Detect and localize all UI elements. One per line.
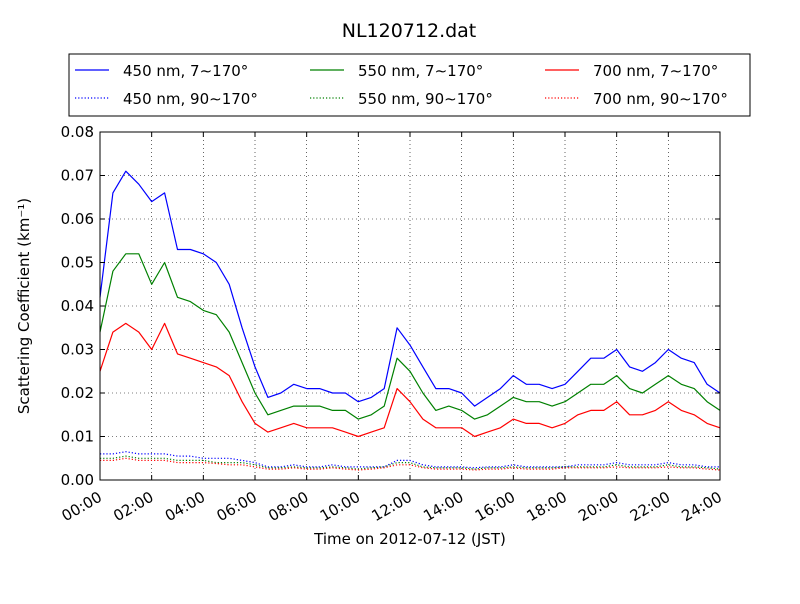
y-tick-label: 0.02 <box>61 384 94 402</box>
series-line <box>99 170 721 407</box>
x-tick-label: 14:00 <box>420 488 466 525</box>
legend: 450 nm, 7∼170° 550 nm, 7∼170° 700 nm, 7∼17… <box>68 53 751 117</box>
legend-label: 450 nm, 90∼170° <box>123 90 258 108</box>
x-tick-label: 20:00 <box>575 488 621 525</box>
x-tick-label: 04:00 <box>162 488 208 525</box>
legend-label: 550 nm, 7∼170° <box>358 62 483 80</box>
legend-label: 550 nm, 90∼170° <box>358 90 493 108</box>
chart-title: NL120712.dat <box>342 20 477 42</box>
x-tick-label: 00:00 <box>59 488 105 525</box>
x-tick-label: 02:00 <box>110 488 156 525</box>
y-tick-label: 0.08 <box>61 123 94 141</box>
grid <box>100 132 720 480</box>
x-axis-label: Time on 2012-07-12 (JST) <box>313 530 506 548</box>
series-group <box>99 170 721 471</box>
x-tick-label: 08:00 <box>265 488 311 525</box>
series-line <box>100 457 721 471</box>
x-tick-label: 24:00 <box>679 488 725 525</box>
x-tick-label: 06:00 <box>214 488 260 525</box>
series-line <box>100 451 720 469</box>
x-tick-label: 18:00 <box>524 488 570 525</box>
legend-label: 700 nm, 90∼170° <box>593 90 728 108</box>
x-tick-label: 10:00 <box>317 488 363 525</box>
legend-label: 700 nm, 7∼170° <box>593 62 718 80</box>
ticks: 0.00 0.01 0.02 0.03 0.04 0.05 0.06 0.07 0.08 00:0… <box>59 123 725 525</box>
legend-box <box>68 53 751 117</box>
y-tick-label: 0.05 <box>61 254 94 272</box>
legend-label: 450 nm, 7∼170° <box>123 62 248 80</box>
y-tick-label: 0.06 <box>61 210 94 228</box>
series-line <box>99 322 721 438</box>
y-tick-label: 0.00 <box>61 471 94 489</box>
x-tick-label: 16:00 <box>472 488 518 525</box>
y-tick-label: 0.07 <box>61 167 94 185</box>
x-tick-label: 22:00 <box>627 488 673 525</box>
y-tick-label: 0.03 <box>61 341 94 359</box>
y-axis-label: Scattering Coefficient (km⁻¹) <box>15 198 33 414</box>
x-tick-label: 12:00 <box>369 488 415 525</box>
y-tick-label: 0.01 <box>61 428 94 446</box>
y-tick-label: 0.04 <box>61 297 94 315</box>
series-line <box>99 253 721 420</box>
